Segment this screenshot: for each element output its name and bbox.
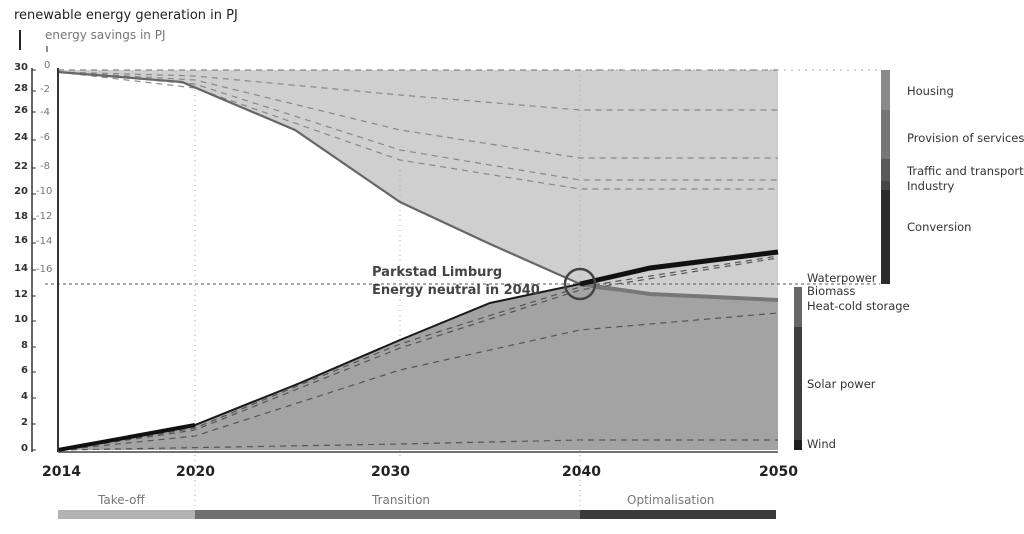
y-tick: 6	[21, 365, 28, 376]
generation-sector-lines	[59, 255, 779, 451]
phase-label-takeoff: Take-off	[98, 493, 145, 507]
y-tick: 26	[14, 105, 28, 116]
y-savings-tick: -8	[40, 161, 50, 172]
y-tick: 12	[14, 289, 28, 300]
legend-solar: Solar power	[807, 377, 876, 391]
neutral-point-marker	[563, 267, 597, 301]
legend-housing: Housing	[907, 84, 954, 98]
y-tick: 22	[14, 161, 28, 172]
y-tick: 14	[14, 263, 28, 274]
legend-swatch-conversion	[881, 190, 890, 284]
y-tick: 8	[21, 340, 28, 351]
legend-swatch-wind	[794, 440, 802, 450]
legend-swatch-transport	[881, 159, 890, 181]
legend-waterpower: Waterpower	[807, 271, 877, 285]
y-savings-tick: -12	[36, 211, 53, 222]
x-tick: 2020	[176, 464, 215, 480]
phase-bar-takeoff	[58, 510, 195, 519]
legend-wind: Wind	[807, 437, 836, 451]
x-tick: 2014	[42, 464, 81, 480]
legend-transport: Traffic and transport	[907, 164, 1024, 178]
legend-swatch-industry	[881, 181, 890, 190]
legend-industry: Industry	[907, 179, 955, 193]
generation-area	[58, 284, 778, 450]
chart-subtitle: energy savings in PJ	[45, 28, 166, 42]
y-tick: 18	[14, 211, 28, 222]
y-tick: 4	[21, 391, 28, 402]
phase-label-transition: Transition	[372, 493, 431, 507]
chart-title: renewable energy generation in PJ	[14, 8, 238, 23]
x-tick: 2030	[371, 464, 410, 480]
savings-area	[58, 70, 778, 300]
y-tick: 2	[21, 417, 28, 428]
y-savings-tick: -10	[36, 186, 53, 197]
demand-line-tail	[579, 282, 779, 302]
y-tick: 0	[21, 443, 28, 454]
legend-swatch-biomass	[794, 287, 802, 327]
y-tick: 16	[14, 235, 28, 246]
y-savings-tick: 0	[44, 60, 51, 71]
legend-conversion: Conversion	[907, 220, 972, 234]
x-tick: 2040	[562, 464, 601, 480]
phase-label-optimalisation: Optimalisation	[627, 493, 715, 507]
legend-services: Provision of services	[907, 131, 1024, 145]
y-savings-tick: -14	[36, 236, 53, 247]
generation-line-start	[57, 423, 196, 452]
y-savings-tick: -2	[40, 84, 50, 95]
legend-swatch-services	[881, 110, 890, 159]
y-tick: 28	[14, 83, 28, 94]
annotation-line1: Parkstad Limburg	[372, 265, 503, 280]
phase-bar-transition	[195, 510, 580, 519]
y-tick: 24	[14, 132, 28, 143]
legend-swatch-housing	[881, 70, 890, 110]
legend-swatch-solar	[794, 327, 802, 440]
x-tick: 2050	[759, 464, 798, 480]
y-tick: 20	[14, 186, 28, 197]
y-savings-tick: -16	[36, 264, 53, 275]
y-tick: 10	[14, 314, 28, 325]
y-savings-tick: -6	[40, 132, 50, 143]
y-savings-tick: -4	[40, 107, 50, 118]
y-tick: 30	[14, 62, 28, 73]
generation-line-tail	[579, 249, 779, 287]
legend-heat-cold-storage: Heat-cold storage	[807, 299, 910, 313]
annotation: Parkstad Limburg Energy neutral in 2040	[372, 264, 540, 300]
legend-biomass: Biomass	[807, 284, 856, 298]
annotation-line2: Energy neutral in 2040	[372, 283, 540, 298]
year-gridlines	[194, 70, 581, 520]
phase-bar-optimalisation	[580, 510, 776, 519]
